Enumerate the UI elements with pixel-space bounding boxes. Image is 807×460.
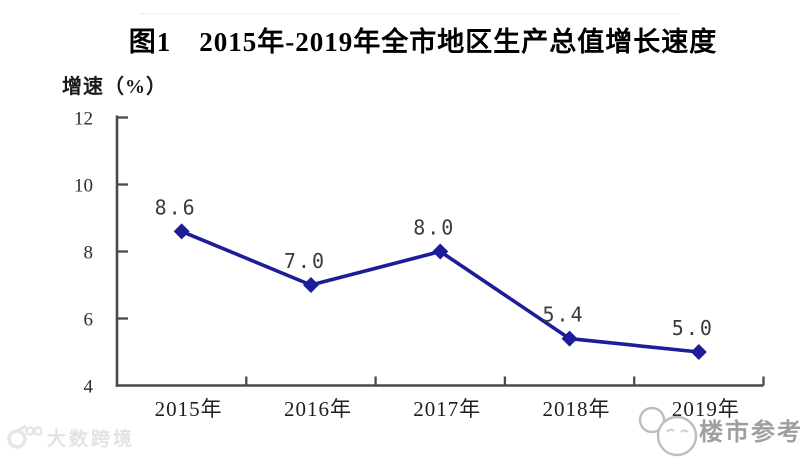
data-point-marker [690, 344, 707, 360]
y-axis-title: 增速（%） [62, 76, 167, 98]
watermark-bottom-left: 大数跨境 [6, 423, 135, 451]
data-point-marker [302, 277, 319, 293]
y-tick-label: 8 [84, 243, 94, 264]
data-label: 8.6 [155, 195, 197, 219]
y-tick-label: 4 [84, 377, 94, 398]
y-tick-label: 12 [74, 109, 93, 130]
data-label: 5.0 [672, 316, 714, 340]
watermark-bottom-right: 楼市参考 [637, 399, 803, 459]
dashukuajing-logo-icon [7, 424, 42, 449]
top-divider [140, 13, 680, 14]
x-tick-label: 2017年 [413, 397, 481, 421]
loushicankao-logo-icon [638, 406, 698, 457]
x-tick-label: 2015年 [155, 397, 223, 421]
watermark-bottom-right-label: 楼市参考 [699, 418, 803, 446]
x-tick-label: 2018年 [543, 397, 611, 421]
data-label: 8.0 [413, 216, 455, 240]
data-label: 7.0 [284, 249, 326, 273]
data-point-marker [561, 330, 578, 347]
data-label: 5.4 [542, 303, 584, 327]
y-tick-label: 6 [84, 310, 94, 331]
y-tick-label: 10 [74, 176, 93, 197]
data-point-marker [432, 243, 449, 260]
chart-title: 图1 2015年-2019年全市地区生产总值增长速度 [128, 27, 718, 57]
data-point-marker [173, 223, 190, 240]
x-tick-label: 2016年 [284, 397, 352, 421]
watermark-bottom-left-label: 大数跨境 [47, 428, 136, 450]
